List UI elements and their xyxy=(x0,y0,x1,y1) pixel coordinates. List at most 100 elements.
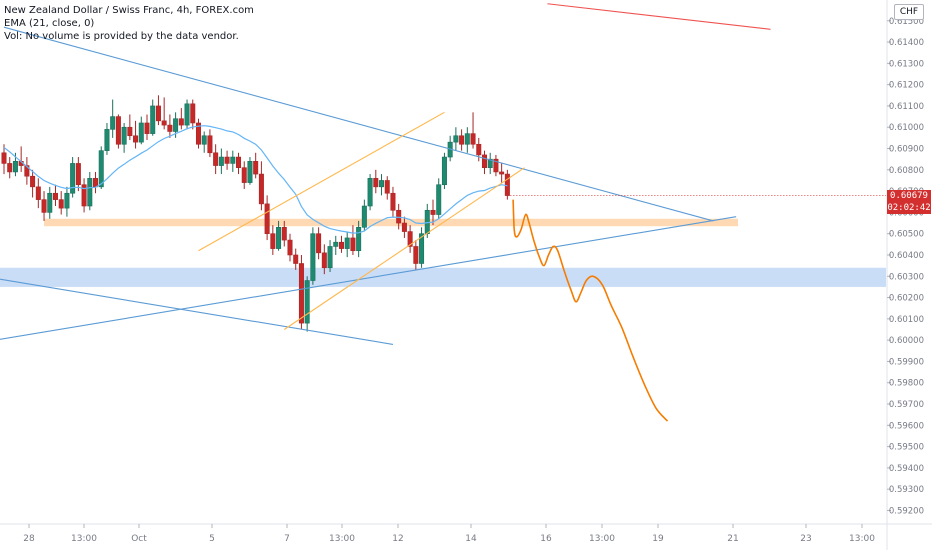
price-tick-label: 0.60000 xyxy=(889,336,924,346)
candle-body xyxy=(121,126,127,145)
price-tick-label: 0.59400 xyxy=(889,464,924,474)
time-tick-label: 14 xyxy=(465,534,477,544)
time-tick-label: 5 xyxy=(209,534,215,544)
candle-body xyxy=(70,163,76,194)
candle-body xyxy=(64,192,70,209)
price-tick-label: 0.59800 xyxy=(889,379,924,389)
candle-body xyxy=(321,252,327,269)
price-tick-label: 0.59200 xyxy=(889,506,924,516)
candle-body xyxy=(150,105,156,134)
candle-body xyxy=(258,173,264,205)
candle-body xyxy=(504,173,510,196)
trendline-line xyxy=(3,26,714,222)
countdown-label: 02:02:42 xyxy=(887,201,931,214)
price-tick-label: 0.60100 xyxy=(889,315,924,325)
time-tick-label: 13:00 xyxy=(329,534,355,544)
candle-body xyxy=(213,152,219,166)
candle-body xyxy=(304,280,310,324)
drawing-layer xyxy=(0,3,771,345)
projection-path xyxy=(512,199,669,422)
candle-body xyxy=(93,178,99,188)
candle-body xyxy=(241,167,247,183)
price-tick-label: 0.61100 xyxy=(889,102,924,112)
candle-body xyxy=(476,143,482,156)
candle-body xyxy=(356,227,362,252)
candle-body xyxy=(287,239,293,256)
candle-body xyxy=(167,124,173,132)
candle-body xyxy=(184,103,190,126)
support-zone xyxy=(0,267,886,287)
candle-body xyxy=(413,246,419,264)
resistance-zone xyxy=(44,218,739,227)
trendline-line xyxy=(0,216,737,340)
candle-body xyxy=(98,150,104,188)
candle-body xyxy=(333,241,339,247)
candle-body xyxy=(190,103,196,124)
last-price-label: 0.60679 xyxy=(887,189,931,202)
candle-body xyxy=(281,227,287,241)
candle-body xyxy=(436,184,442,215)
red-line xyxy=(547,3,771,30)
legend-volume: Vol: No volume is provided by the data v… xyxy=(4,31,239,42)
candle-body xyxy=(276,227,282,249)
candle-body xyxy=(207,135,213,154)
candle-body xyxy=(24,165,30,177)
candle-body xyxy=(316,233,322,254)
ema-layer xyxy=(3,125,508,234)
time-tick-label: 28 xyxy=(23,534,35,544)
candle-body xyxy=(453,135,459,143)
price-tick-label: 0.59900 xyxy=(889,357,924,367)
price-tick-label: 0.60800 xyxy=(889,166,924,176)
channel-line xyxy=(198,111,445,252)
time-tick-label: 21 xyxy=(727,534,738,544)
time-tick-label: 13:00 xyxy=(589,534,615,544)
candle-body xyxy=(35,186,41,200)
candle-body xyxy=(47,192,53,213)
currency-badge[interactable]: CHF xyxy=(894,4,924,20)
candle-body xyxy=(224,156,230,164)
price-tick-label: 0.61300 xyxy=(889,59,924,69)
time-tick-label: 19 xyxy=(652,534,664,544)
time-tick-label: 7 xyxy=(284,534,290,544)
candle-body xyxy=(493,158,499,173)
candle-body xyxy=(470,133,476,145)
price-tick-label: 0.59600 xyxy=(889,421,924,431)
candle-body xyxy=(87,178,93,207)
candle-body xyxy=(270,233,276,249)
candle-body xyxy=(253,161,259,175)
candle-body xyxy=(350,237,356,252)
zone-layer xyxy=(0,218,886,287)
candle-body xyxy=(178,118,184,126)
price-tick-label: 0.59500 xyxy=(889,443,924,453)
candle-body xyxy=(459,135,465,145)
projection-layer xyxy=(512,199,669,422)
legend-ema: EMA (21, close, 0) xyxy=(4,18,95,29)
candle-body xyxy=(481,154,487,168)
ema-line xyxy=(3,125,508,234)
candle-body xyxy=(218,156,224,166)
candle-body xyxy=(419,233,425,264)
candle-body xyxy=(441,156,447,186)
price-tick-label: 0.60900 xyxy=(889,145,924,155)
chart-legend: New Zealand Dollar / Swiss Franc, 4h, FO… xyxy=(4,4,254,43)
candle-body xyxy=(81,184,87,207)
candle-body xyxy=(52,192,58,200)
candle-body xyxy=(361,205,367,228)
candle-body xyxy=(430,209,436,215)
candle-body xyxy=(144,122,150,134)
legend-symbol: New Zealand Dollar / Swiss Franc, 4h, FO… xyxy=(4,5,254,16)
candle-body xyxy=(41,199,47,213)
time-tick-label: 13:00 xyxy=(71,534,97,544)
trendline-line xyxy=(0,278,394,345)
candle-body xyxy=(201,135,207,145)
candle-body xyxy=(75,163,81,186)
candle-layer xyxy=(1,95,510,332)
price-tick-label: 0.61400 xyxy=(889,38,924,48)
candle-body xyxy=(104,129,110,151)
candle-body xyxy=(110,116,116,130)
price-tick-label: 0.61200 xyxy=(889,81,924,91)
candle-body xyxy=(264,203,270,234)
candle-body xyxy=(30,175,36,188)
